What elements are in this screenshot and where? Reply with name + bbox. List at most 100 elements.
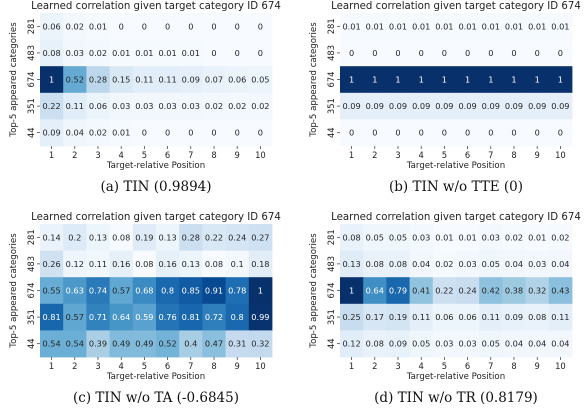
cell-value-label: 0.68 <box>135 286 153 296</box>
heatmap-cell <box>409 39 434 67</box>
heatmap-cell <box>432 92 457 120</box>
cell-value-label: 0.04 <box>551 259 569 269</box>
heatmap-cell <box>179 224 203 251</box>
y-tick-label: 44 <box>26 338 36 349</box>
heatmap-panel: Learned correlation given target categor… <box>309 1 581 195</box>
cell-value-label: 0.74 <box>89 286 107 296</box>
heatmap-cell <box>179 39 203 67</box>
heatmap-cell <box>409 303 434 331</box>
cell-value-label: 0 <box>395 48 400 58</box>
heatmap-cell <box>548 66 573 94</box>
cell-value-label: 0.06 <box>228 75 246 85</box>
heatmap-cell <box>109 66 134 94</box>
heatmap-cell <box>456 119 480 147</box>
cell-value-label: 0 <box>558 48 563 58</box>
y-tick-label: 351 <box>26 98 36 114</box>
cell-value-label: 0.72 <box>205 312 223 322</box>
cell-value-label: 0.38 <box>505 286 523 296</box>
cell-value-label: 0.02 <box>505 232 523 242</box>
heatmap-cell <box>248 277 273 305</box>
heatmap-panel: Learned correlation given target categor… <box>9 1 281 195</box>
heatmap-cell <box>502 277 526 305</box>
heatmap-cell <box>248 119 273 147</box>
cell-value-label: 0 <box>511 48 516 58</box>
y-axis-title: Top-5 appeared categories <box>309 22 319 138</box>
cell-value-label: 0.78 <box>228 286 246 296</box>
cell-value-label: 0.01 <box>112 128 130 138</box>
cell-value-label: 0.1 <box>231 259 244 269</box>
heatmap-cell <box>86 39 110 67</box>
x-axis-title: Target-relative Position <box>406 372 505 382</box>
cell-value-label: 0.08 <box>205 259 223 269</box>
panel-title: Learned correlation given target categor… <box>331 212 581 223</box>
heatmap-cell <box>225 13 250 40</box>
heatmap-cell <box>363 250 387 278</box>
heatmap-cell <box>432 303 457 331</box>
panel-title: Learned correlation given target categor… <box>31 212 281 223</box>
cell-value-label: 0.8 <box>231 312 244 322</box>
heatmap-cell <box>179 119 203 147</box>
heatmap-cell <box>63 330 87 358</box>
cell-value-label: 0.02 <box>228 101 246 111</box>
heatmap-cell <box>248 224 273 251</box>
heatmap-cell <box>86 277 110 305</box>
cell-value-label: 0.47 <box>205 339 223 349</box>
heatmap-cell <box>109 277 134 305</box>
cell-value-label: 0.63 <box>66 286 84 296</box>
heatmap-cell <box>86 250 110 278</box>
cell-value-label: 0.24 <box>458 286 476 296</box>
cell-value-label: 0.04 <box>528 339 546 349</box>
heatmap-cell <box>179 92 203 120</box>
cell-value-label: 0.04 <box>505 339 523 349</box>
cell-value-label: 0.02 <box>205 101 223 111</box>
heatmap-panel: Learned correlation given target categor… <box>309 212 581 406</box>
x-tick-label: 2 <box>372 361 377 371</box>
heatmap-cell <box>479 66 503 94</box>
cell-value-label: 0 <box>465 128 470 138</box>
cell-value-label: 0.02 <box>551 232 569 242</box>
cell-value-label: 0.64 <box>112 312 130 322</box>
cell-value-label: 0.01 <box>551 21 569 31</box>
panel-caption: (a) TIN (0.9894) <box>100 179 211 195</box>
y-tick-label: 674 <box>26 72 36 88</box>
heatmap-cell <box>225 119 250 147</box>
cell-value-label: 0.06 <box>458 312 476 322</box>
heatmap-cell <box>386 303 410 331</box>
cell-value-label: 0.55 <box>42 286 60 296</box>
x-tick-label: 3 <box>95 361 100 371</box>
x-tick-label: 8 <box>211 150 216 160</box>
heatmap-cell <box>156 224 180 251</box>
cell-value-label: 0.01 <box>528 21 546 31</box>
y-tick-label: 281 <box>26 18 36 34</box>
cell-value-label: 0 <box>442 128 447 138</box>
cell-value-label: 0.01 <box>435 21 453 31</box>
heatmap-cell <box>386 330 410 358</box>
heatmap-cell <box>248 66 273 94</box>
cell-value-label: 0.57 <box>112 286 130 296</box>
heatmap-cell <box>202 277 226 305</box>
cell-value-label: 0 <box>165 128 170 138</box>
heatmap-cell <box>456 13 480 40</box>
x-tick-label: 4 <box>119 361 124 371</box>
heatmap-cell <box>479 303 503 331</box>
cell-value-label: 0.12 <box>66 259 84 269</box>
y-tick-label: 483 <box>326 45 336 61</box>
cell-value-label: 0.8 <box>161 286 174 296</box>
heatmap-cell <box>86 66 110 94</box>
y-tick-label: 674 <box>26 283 36 299</box>
heatmap-cell <box>479 224 503 251</box>
cell-value-label: 0.99 <box>251 312 269 322</box>
heatmap-cell <box>63 119 87 147</box>
cell-value-label: 0.49 <box>112 339 130 349</box>
heatmap-cell <box>132 330 157 358</box>
x-tick-label: 4 <box>419 361 424 371</box>
cell-value-label: 0.09 <box>435 101 453 111</box>
cell-value-label: 0 <box>142 21 147 31</box>
heatmap-cell <box>386 39 410 67</box>
x-tick-label: 2 <box>72 361 77 371</box>
heatmap-cell <box>132 119 157 147</box>
heatmap-cell <box>502 303 526 331</box>
heatmap-cell <box>409 66 434 94</box>
cell-value-label: 0 <box>488 128 493 138</box>
heatmap-cell <box>386 13 410 40</box>
